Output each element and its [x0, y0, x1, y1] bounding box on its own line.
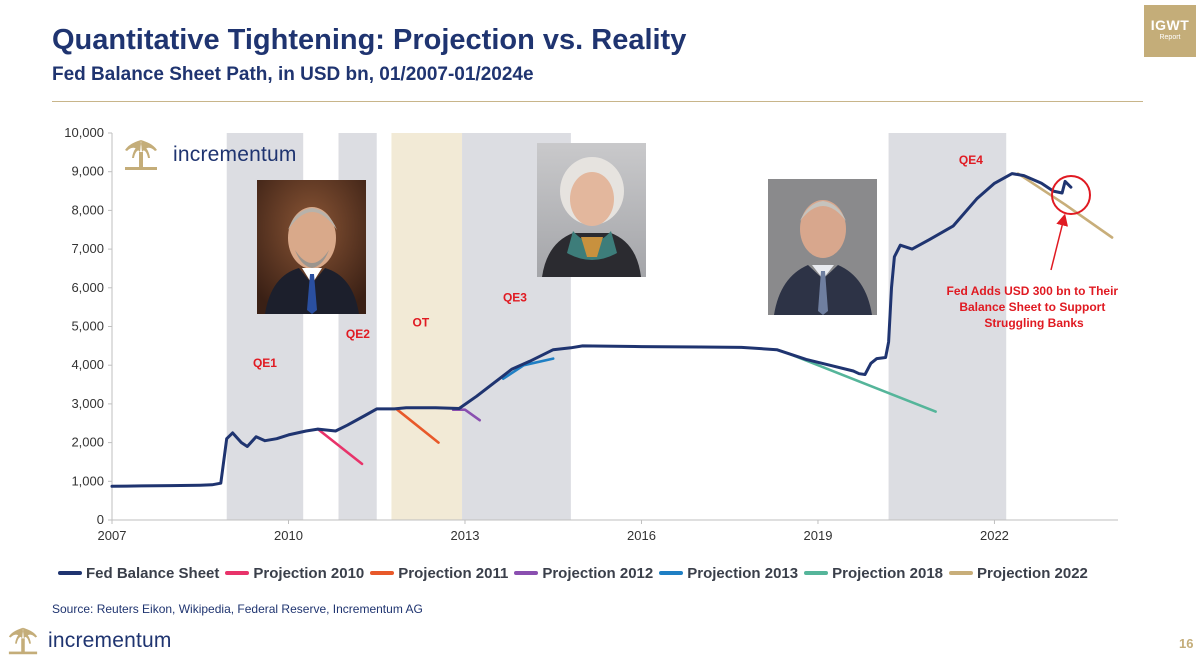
- legend-item-projection-2022: Projection 2022: [949, 565, 1088, 582]
- y-tick-label: 3,000: [71, 396, 104, 411]
- legend-item-projection-2012: Projection 2012: [514, 565, 653, 582]
- y-tick-label: 1,000: [71, 473, 104, 488]
- igwt-badge: IGWT Report: [1144, 5, 1196, 57]
- legend-label: Projection 2012: [542, 564, 654, 582]
- page-title: Quantitative Tightening: Projection vs. …: [52, 24, 687, 56]
- annotation-line-1: Fed Adds USD 300 bn to Their: [947, 284, 1119, 298]
- chart-brand-logo: incrementum: [123, 138, 297, 172]
- footer-brand-logo: incrementum: [4, 626, 172, 656]
- series-line-projection-2022: [1016, 172, 1114, 239]
- page-subtitle: Fed Balance Sheet Path, in USD bn, 01/20…: [52, 64, 534, 85]
- legend-swatch: [659, 571, 684, 575]
- legend-label: Projection 2010: [253, 564, 365, 582]
- legend-item-projection-2010: Projection 2010: [225, 565, 364, 582]
- y-tick-label: 2,000: [71, 435, 104, 450]
- chart-legend: Fed Balance Sheet Projection 2010 Projecti…: [58, 561, 1148, 585]
- portrait-icon: [768, 179, 877, 315]
- legend-swatch: [58, 571, 82, 575]
- legend-item-fed-balance-sheet: Fed Balance Sheet: [58, 565, 219, 582]
- legend-swatch: [225, 571, 250, 575]
- footer-brand-name: incrementum: [48, 629, 172, 652]
- legend-item-projection-2018: Projection 2018: [804, 565, 943, 582]
- x-tick-label: 2010: [274, 528, 303, 543]
- legend-swatch: [804, 571, 829, 575]
- portrait-icon: [537, 143, 646, 277]
- legend-swatch: [949, 571, 974, 575]
- annotation-layer: Fed Adds USD 300 bn to Their Balance She…: [947, 175, 1122, 330]
- x-tick-label: 2022: [980, 528, 1009, 543]
- shaded-period-qe4: [888, 133, 1007, 520]
- y-tick-label: 4,000: [71, 357, 104, 372]
- series-layer: [110, 172, 1114, 488]
- series-line-projection-2010: [316, 427, 364, 466]
- header-divider: [52, 101, 1143, 102]
- series-line-projection-2018: [787, 352, 937, 413]
- y-tick-label: 10,000: [64, 125, 104, 140]
- y-tick-label: 5,000: [71, 319, 104, 334]
- period-label-qe2: QE2: [346, 327, 370, 341]
- period-label-qe1: QE1: [253, 356, 277, 370]
- period-label-ot: OT: [413, 316, 430, 330]
- portrait-bernanke: [257, 180, 366, 314]
- annotation-text: Fed Adds USD 300 bn to Their Balance She…: [947, 284, 1122, 330]
- period-labels: QE1 QE2 OT QE3 QE4: [253, 153, 983, 370]
- x-tick-label: 2013: [451, 528, 480, 543]
- shaded-period-ot: [391, 133, 463, 520]
- x-tick-label: 2019: [804, 528, 833, 543]
- y-tick-label: 6,000: [71, 280, 104, 295]
- annotation-circle: [1051, 175, 1091, 215]
- balance-sheet-chart: 0 1,000 2,000 3,000 4,000 5,000 6,000 7,000 8,00…: [64, 125, 1122, 543]
- tree-logo-icon: [125, 140, 157, 170]
- legend-swatch: [370, 571, 395, 575]
- legend-label: Projection 2018: [832, 564, 944, 582]
- series-line-projection-2011: [395, 408, 440, 444]
- annotation-line-3: Struggling Banks: [984, 316, 1084, 330]
- chart-axes: 0 1,000 2,000 3,000 4,000 5,000 6,000 7,000 8,00…: [64, 125, 1118, 543]
- y-tick-label: 7,000: [71, 241, 104, 256]
- y-tick-label: 8,000: [71, 202, 104, 217]
- annotation-arrow: [1050, 213, 1069, 271]
- badge-subtitle: Report: [1159, 34, 1181, 41]
- legend-item-projection-2011: Projection 2011: [370, 565, 508, 582]
- legend-label: Projection 2013: [687, 564, 799, 582]
- page-number: 16: [1179, 636, 1194, 651]
- portrait-icon: [257, 180, 366, 314]
- series-line-fed-balance-sheet: [110, 172, 1073, 488]
- portrait-yellen: [537, 143, 646, 277]
- badge-title: IGWT: [1150, 17, 1190, 33]
- y-tick-label: 9,000: [71, 164, 104, 179]
- legend-label: Projection 2011: [398, 564, 509, 582]
- x-tick-label: 2007: [98, 528, 127, 543]
- legend-item-projection-2013: Projection 2013: [659, 565, 798, 582]
- tree-logo-icon: [8, 627, 38, 655]
- y-tick-label: 0: [97, 512, 104, 527]
- source-note: Source: Reuters Eikon, Wikipedia, Federa…: [52, 602, 423, 616]
- portrait-powell: [768, 179, 877, 315]
- legend-label: Fed Balance Sheet: [86, 564, 220, 582]
- x-tick-label: 2016: [627, 528, 656, 543]
- period-label-qe4: QE4: [959, 153, 983, 167]
- annotation-line-2: Balance Sheet to Support: [959, 300, 1105, 314]
- legend-label: Projection 2022: [977, 564, 1088, 582]
- legend-swatch: [514, 571, 539, 575]
- chart-brand-name: incrementum: [173, 143, 297, 166]
- period-label-qe3: QE3: [503, 290, 527, 304]
